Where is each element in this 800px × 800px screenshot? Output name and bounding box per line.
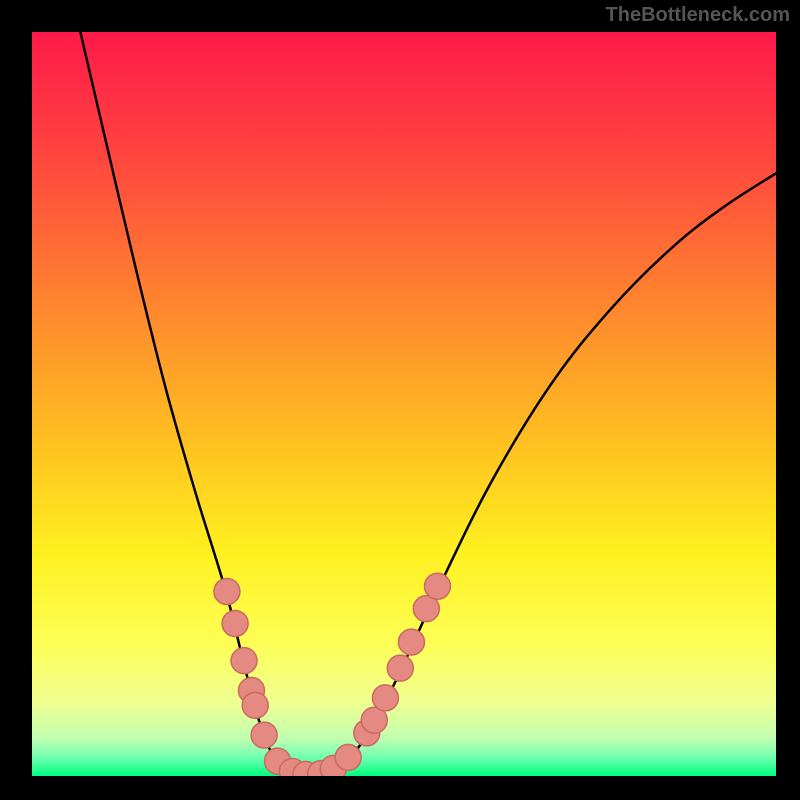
data-marker	[214, 578, 240, 604]
chart-container: TheBottleneck.com	[0, 0, 800, 800]
data-marker	[387, 655, 413, 681]
plot-area	[32, 32, 776, 776]
data-marker	[251, 722, 277, 748]
data-marker	[222, 610, 248, 636]
data-marker	[424, 573, 450, 599]
data-marker	[242, 692, 268, 718]
chart-svg	[32, 32, 776, 776]
data-marker	[398, 629, 424, 655]
data-marker	[372, 685, 398, 711]
data-marker	[231, 648, 257, 674]
data-marker	[335, 744, 361, 770]
watermark-text: TheBottleneck.com	[606, 4, 790, 27]
